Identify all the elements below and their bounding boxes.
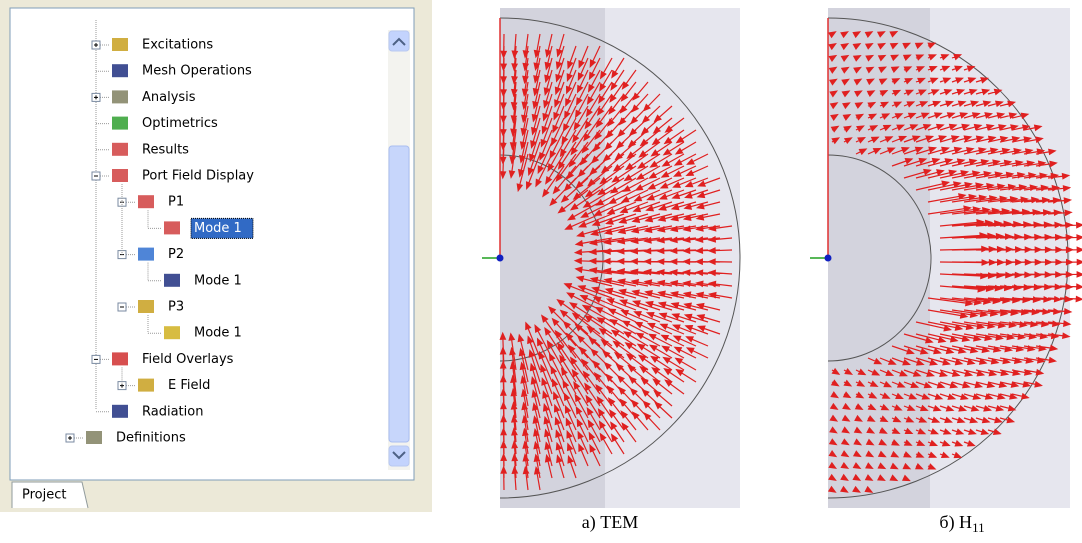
tree-label[interactable]: E Field xyxy=(168,378,210,393)
tree-label[interactable]: P1 xyxy=(168,195,184,210)
tree-icon xyxy=(138,379,154,392)
tree-icon xyxy=(164,221,180,234)
caption: б) H11 xyxy=(939,512,984,535)
page: Project Excitations Mesh Operations Analys… xyxy=(0,0,1082,538)
tree-label[interactable]: Mode 1 xyxy=(194,326,242,341)
origin xyxy=(825,255,832,262)
tree-icon xyxy=(138,300,154,313)
caption-text: б) H xyxy=(939,512,972,533)
tree-label[interactable]: Excitations xyxy=(142,38,213,53)
tree-label[interactable]: Radiation xyxy=(142,404,203,419)
tree-icon xyxy=(86,431,102,444)
tree-label[interactable]: Port Field Display xyxy=(142,169,254,184)
caption: а) TEM xyxy=(582,512,638,533)
scroll-down[interactable] xyxy=(389,446,409,466)
tree-label[interactable]: Field Overlays xyxy=(142,352,234,367)
tree-icon xyxy=(138,248,154,261)
tree-label[interactable]: Mesh Operations xyxy=(142,64,252,79)
tree-label[interactable]: Optimetrics xyxy=(142,116,218,131)
scroll-thumb[interactable] xyxy=(389,146,409,442)
tree-icon xyxy=(112,352,128,365)
tree-label[interactable]: Mode 1 xyxy=(194,273,242,288)
tab-label: Project xyxy=(22,488,66,503)
tree-icon xyxy=(112,38,128,51)
tree-icon xyxy=(112,90,128,103)
tree-label[interactable]: P3 xyxy=(168,300,184,315)
tree-view xyxy=(10,8,414,480)
scroll-up[interactable] xyxy=(389,31,409,51)
tree-label[interactable]: Results xyxy=(142,142,189,157)
tree-icon xyxy=(164,326,180,339)
tree-label[interactable]: Mode 1 xyxy=(194,221,242,236)
tree-label[interactable]: Analysis xyxy=(142,90,196,105)
tree-icon xyxy=(112,169,128,182)
tree-icon xyxy=(112,117,128,130)
tree-label[interactable]: Definitions xyxy=(116,431,186,446)
caption-text: а) TEM xyxy=(582,512,638,533)
tree-icon xyxy=(112,405,128,418)
tree-icon xyxy=(164,274,180,287)
tree-icon xyxy=(112,143,128,156)
tree-label[interactable]: P2 xyxy=(168,247,184,262)
origin xyxy=(497,255,504,262)
tree-icon xyxy=(138,195,154,208)
caption-subscript: 11 xyxy=(972,520,985,535)
tree-icon xyxy=(112,64,128,77)
